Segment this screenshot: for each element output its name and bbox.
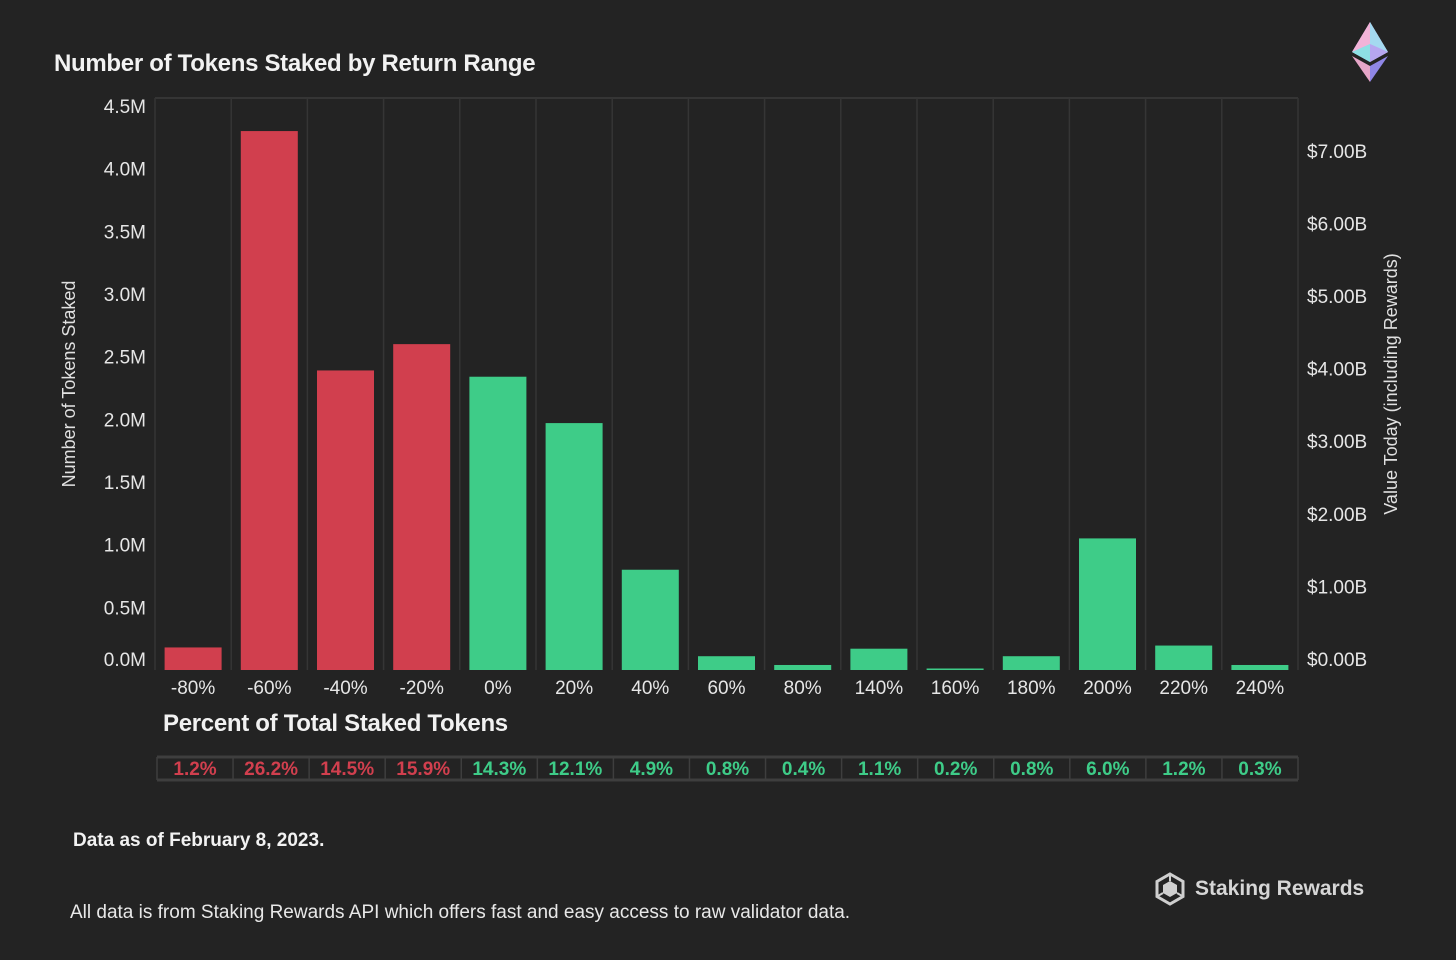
x-tick-label: 180% — [1007, 678, 1056, 699]
percent-label: 0.8% — [706, 759, 749, 780]
y2-axis-label: Value Today (including Rewards) — [1381, 253, 1401, 514]
y-axis-label: Number of Tokens Staked — [59, 281, 79, 488]
brand-name: Staking Rewards — [1195, 877, 1365, 900]
x-tick-label: 200% — [1083, 678, 1132, 699]
percent-label: 1.2% — [1162, 759, 1205, 780]
y-tick-label: 1.5M — [104, 473, 146, 494]
x-tick-label: 80% — [784, 678, 822, 699]
bar — [1155, 645, 1213, 670]
y-tick-label: 4.0M — [104, 160, 146, 181]
x-tick-label: 60% — [707, 678, 745, 699]
percent-label: 6.0% — [1086, 759, 1129, 780]
bar — [1079, 538, 1136, 670]
percent-label: 1.2% — [173, 759, 216, 780]
y-tick-label: 2.5M — [104, 348, 146, 369]
percent-label: 0.2% — [934, 759, 977, 780]
percent-label: 4.9% — [630, 759, 673, 780]
percent-label: 12.1% — [548, 759, 602, 780]
staking-rewards-logo-icon — [1155, 872, 1185, 906]
x-tick-label: 240% — [1236, 678, 1285, 699]
bar — [774, 664, 832, 670]
bar — [698, 656, 755, 670]
y-tick-label: 0.5M — [104, 598, 146, 619]
bar — [926, 668, 984, 670]
percent-label: 14.5% — [320, 759, 374, 780]
bar — [317, 370, 374, 670]
y-tick-label: 1.0M — [104, 536, 146, 557]
bar — [393, 344, 451, 670]
x-tick-label: 40% — [631, 678, 669, 699]
bar — [1231, 664, 1289, 670]
x-tick-label: -20% — [400, 678, 444, 699]
x-tick-label: 220% — [1159, 678, 1208, 699]
bar — [469, 376, 527, 670]
brand: Staking Rewards — [1153, 872, 1364, 906]
percent-label: 14.3% — [472, 759, 526, 780]
x-tick-label: 140% — [855, 678, 904, 699]
y2-tick-label: $2.00B — [1307, 505, 1367, 526]
bar-chart: 0.0M 0.5M 1.0M 1.5M 2.0M 2.5M 3.0M 3.5M 4.0M 4.5M… — [59, 97, 1401, 782]
y-tick-label: 3.0M — [104, 285, 146, 306]
data-source-note: All data is from Staking Rewards API whi… — [70, 902, 851, 923]
y-tick-label: 4.5M — [104, 97, 146, 118]
y-tick-label: 0.0M — [104, 650, 146, 671]
bar — [850, 648, 908, 670]
percent-label: 1.1% — [858, 759, 901, 780]
percent-label: 15.9% — [396, 759, 450, 780]
x-tick-label: 0% — [484, 678, 512, 699]
x-tick-label: -80% — [171, 678, 215, 699]
y2-tick-label: $4.00B — [1307, 360, 1367, 381]
bar — [164, 647, 222, 670]
chart-title: Number of Tokens Staked by Return Range — [54, 50, 536, 77]
y2-tick-label: $6.00B — [1307, 214, 1367, 235]
y2-tick-label: $5.00B — [1307, 287, 1367, 308]
bar — [240, 131, 298, 671]
y2-tick-label: $7.00B — [1307, 142, 1367, 163]
data-date-footnote: Data as of February 8, 2023. — [73, 830, 325, 851]
bar — [621, 569, 679, 670]
percent-table-title: Percent of Total Staked Tokens — [163, 710, 508, 737]
x-tick-label: 160% — [931, 678, 980, 699]
y2-tick-label: $1.00B — [1307, 577, 1367, 598]
percent-label: 26.2% — [244, 759, 298, 780]
bar — [545, 423, 603, 670]
percent-label: 0.4% — [782, 759, 825, 780]
ethereum-icon — [1352, 22, 1388, 82]
y-tick-label: 2.0M — [104, 410, 146, 431]
x-tick-label: -60% — [247, 678, 291, 699]
percent-label: 0.3% — [1238, 759, 1281, 780]
percent-label: 0.8% — [1010, 759, 1053, 780]
y-tick-label: 3.5M — [104, 222, 146, 243]
y2-tick-label: $0.00B — [1307, 650, 1367, 671]
y2-tick-label: $3.00B — [1307, 432, 1367, 453]
x-tick-label: -40% — [323, 678, 367, 699]
x-tick-label: 20% — [555, 678, 593, 699]
bar — [1002, 656, 1060, 670]
